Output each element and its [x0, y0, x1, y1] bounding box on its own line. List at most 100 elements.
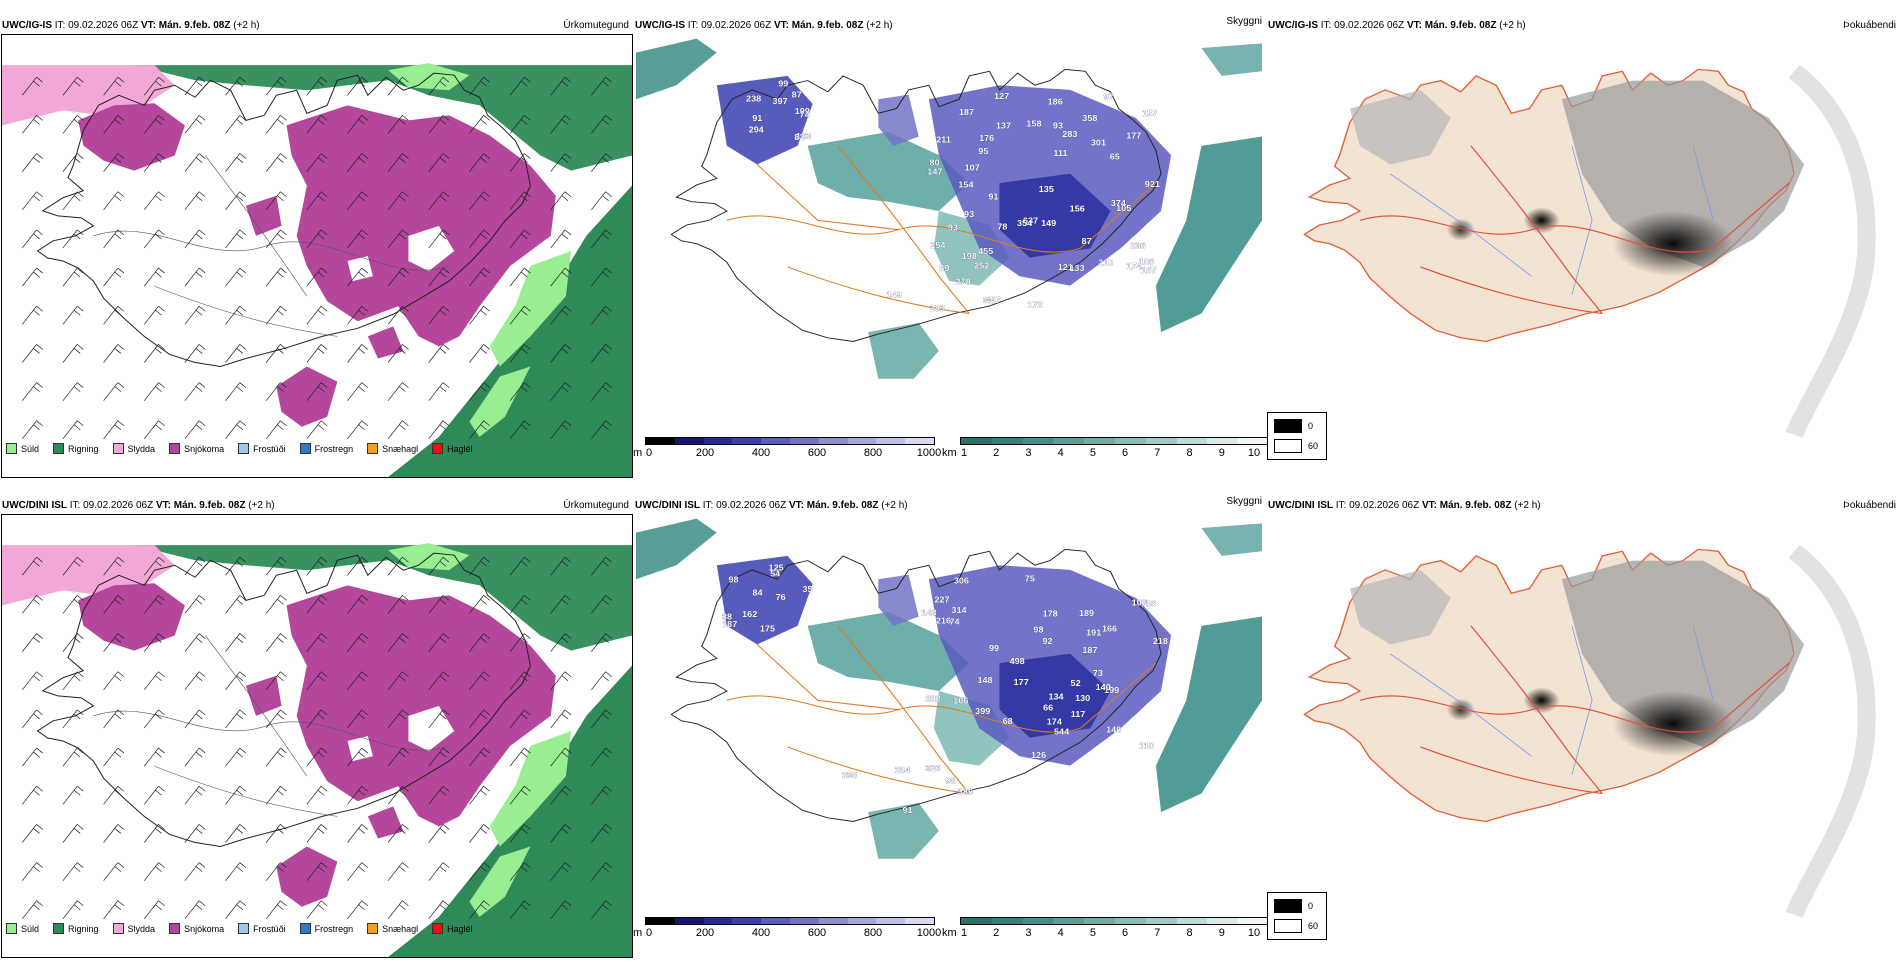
panel-title-fog: UWC/DINI ISL IT: 09.02.2026 06Z VT: Mán.…	[1268, 500, 1541, 512]
ceiling-label: 80	[930, 158, 940, 168]
fog-legend-max-label: 60	[1308, 921, 1319, 931]
colorbar-swatch	[961, 918, 992, 924]
ceiling-label: 326	[925, 763, 940, 773]
ceiling-label: 283	[1062, 130, 1077, 140]
ceiling-label: 198	[962, 251, 977, 261]
ceiling-label: 143	[921, 608, 936, 618]
forecast-row-igis: UWC/IG-IS IT: 09.02.2026 06Z VT: Mán. 9.…	[0, 14, 1900, 478]
ceiling-label: 99	[778, 79, 788, 89]
legend-swatch	[299, 443, 311, 454]
ceiling-label: 211	[936, 135, 951, 145]
map-vis[interactable]: 238 199 397 74 91 183 294 99 82 87 95 105 65 78 93 135 9…	[636, 34, 1262, 444]
map-precip[interactable]	[1, 514, 633, 958]
ceiling-label: 82	[794, 132, 804, 142]
legend-label: Snæhagl	[382, 443, 419, 454]
legend-label: Slydda	[127, 443, 156, 454]
ceiling-label: 178	[1043, 609, 1058, 619]
ceiling-label: 236	[1131, 241, 1146, 251]
legend-swatch	[299, 923, 311, 934]
ceiling-label: 93	[1053, 121, 1063, 131]
legend-swatch	[53, 923, 65, 934]
ceiling-label: 52	[1071, 678, 1081, 688]
colorbar-swatch	[847, 918, 877, 924]
map-canvas-fog[interactable]	[1269, 514, 1895, 924]
colorbar-tick: 4	[1057, 927, 1064, 939]
ceiling-label: 218	[1153, 636, 1168, 646]
fog-legend-min: 0	[1308, 901, 1313, 911]
ceiling-label: 174	[1047, 717, 1062, 727]
colorbar-swatch	[847, 438, 877, 444]
colorbar-swatch	[991, 438, 1023, 444]
colorbar-swatch	[646, 438, 675, 444]
colorbar-tick: 1000	[916, 447, 942, 459]
ceiling-label: 84	[752, 588, 762, 598]
ceiling-label: 91	[902, 805, 912, 815]
ceiling-label: 191	[1086, 628, 1101, 638]
precip-legend-item: Snjókoma	[169, 443, 224, 454]
ceiling-label: 35	[802, 584, 812, 594]
colorbar-unit-label: km	[942, 927, 957, 939]
colorbar-swatch	[1022, 918, 1054, 924]
ceiling-label: 94	[983, 296, 993, 306]
panel-title-fog: UWC/IG-IS IT: 09.02.2026 06Z VT: Mán. 9.…	[1268, 20, 1526, 32]
legend-swatch	[432, 443, 444, 454]
ceiling-label: 106	[953, 696, 968, 706]
ceiling-label: 148	[977, 675, 992, 685]
colorbar-swatch	[732, 438, 762, 444]
colorbar-tick: 800	[863, 447, 883, 459]
precip-legend-item: Súld	[6, 443, 39, 454]
ceiling-label: 66	[1043, 703, 1053, 713]
map-vis[interactable]: 125 175 162 76 35 187 84 54 38 98 52 66 74 75 107 148 68…	[636, 514, 1262, 924]
legend-swatch	[169, 443, 181, 454]
fog-legend: 0 60	[1267, 412, 1327, 460]
legend-swatch	[169, 923, 181, 934]
colorbar-tick: 8	[1186, 447, 1193, 459]
ceiling-label: 91	[988, 192, 998, 202]
legend-swatch	[367, 923, 379, 934]
panel-type-fog: Þokuábendi	[1843, 20, 1896, 32]
fog-legend-max: 60	[1308, 441, 1318, 451]
colorbar-tick: 400	[751, 927, 771, 939]
colorbar-unit-label: m	[633, 447, 643, 459]
init-time-value: 09.02.2026 06Z	[1334, 20, 1405, 31]
ceiling-label: 399	[975, 707, 990, 717]
legend-label: Snjókoma	[184, 443, 225, 454]
init-time-label: IT:	[1320, 20, 1332, 31]
ceiling-label: 137	[996, 121, 1011, 131]
map-canvas-precip[interactable]	[2, 515, 632, 957]
colorbar-tick: 3	[1025, 447, 1032, 459]
map-fog[interactable]	[1269, 34, 1895, 444]
colorbar-swatch	[1114, 918, 1146, 924]
ceiling-label: 133	[1069, 264, 1084, 274]
map-fog[interactable]	[1269, 514, 1895, 924]
ceiling-label: 121	[1058, 262, 1073, 272]
map-canvas-vis[interactable]: 238 199 397 74 91 183 294 99 82 87 95 105 65 78 93 135 9…	[636, 34, 1262, 444]
precip-legend-item: Frostregn	[299, 443, 354, 454]
valid-time-value: Mán. 9.feb. 08Z	[158, 20, 231, 31]
colorbar-tick: 6	[1122, 927, 1129, 939]
map-canvas-precip[interactable]	[2, 35, 632, 477]
init-time-value: 09.02.2026 06Z	[1349, 500, 1420, 511]
map-canvas-fog[interactable]	[1269, 34, 1895, 444]
ceiling-label: 756	[1141, 599, 1156, 609]
colorbar-tick: 1	[960, 447, 968, 459]
map-precip[interactable]	[1, 34, 633, 478]
legend-swatch	[53, 443, 65, 454]
valid-time-value: Mán. 9.feb. 08Z	[1424, 20, 1497, 31]
legend-label: Frostregn	[314, 443, 354, 454]
precip-legend: Súld Rigning Slydda Snjókoma Frostúði Frostre…	[6, 443, 487, 454]
panel-type-label: Þokuábendi	[1843, 500, 1896, 511]
legend-label: Snjókoma	[184, 923, 225, 934]
ceiling-label: 93	[948, 223, 958, 233]
fog-legend: 0 60	[1267, 892, 1327, 940]
ceiling-label: 54	[770, 569, 780, 579]
colorbar-swatch	[761, 438, 790, 444]
ceiling-label: 544	[1054, 727, 1069, 737]
fog-legend-swatch-white	[1274, 439, 1302, 453]
legend-label: Frostúði	[253, 923, 286, 934]
ceiling-label: 97	[1104, 92, 1114, 102]
ceiling-label: 202	[926, 694, 941, 704]
ceiling-label: 306	[954, 576, 969, 586]
valid-time-value: Mán. 9.feb. 08Z	[173, 500, 246, 511]
